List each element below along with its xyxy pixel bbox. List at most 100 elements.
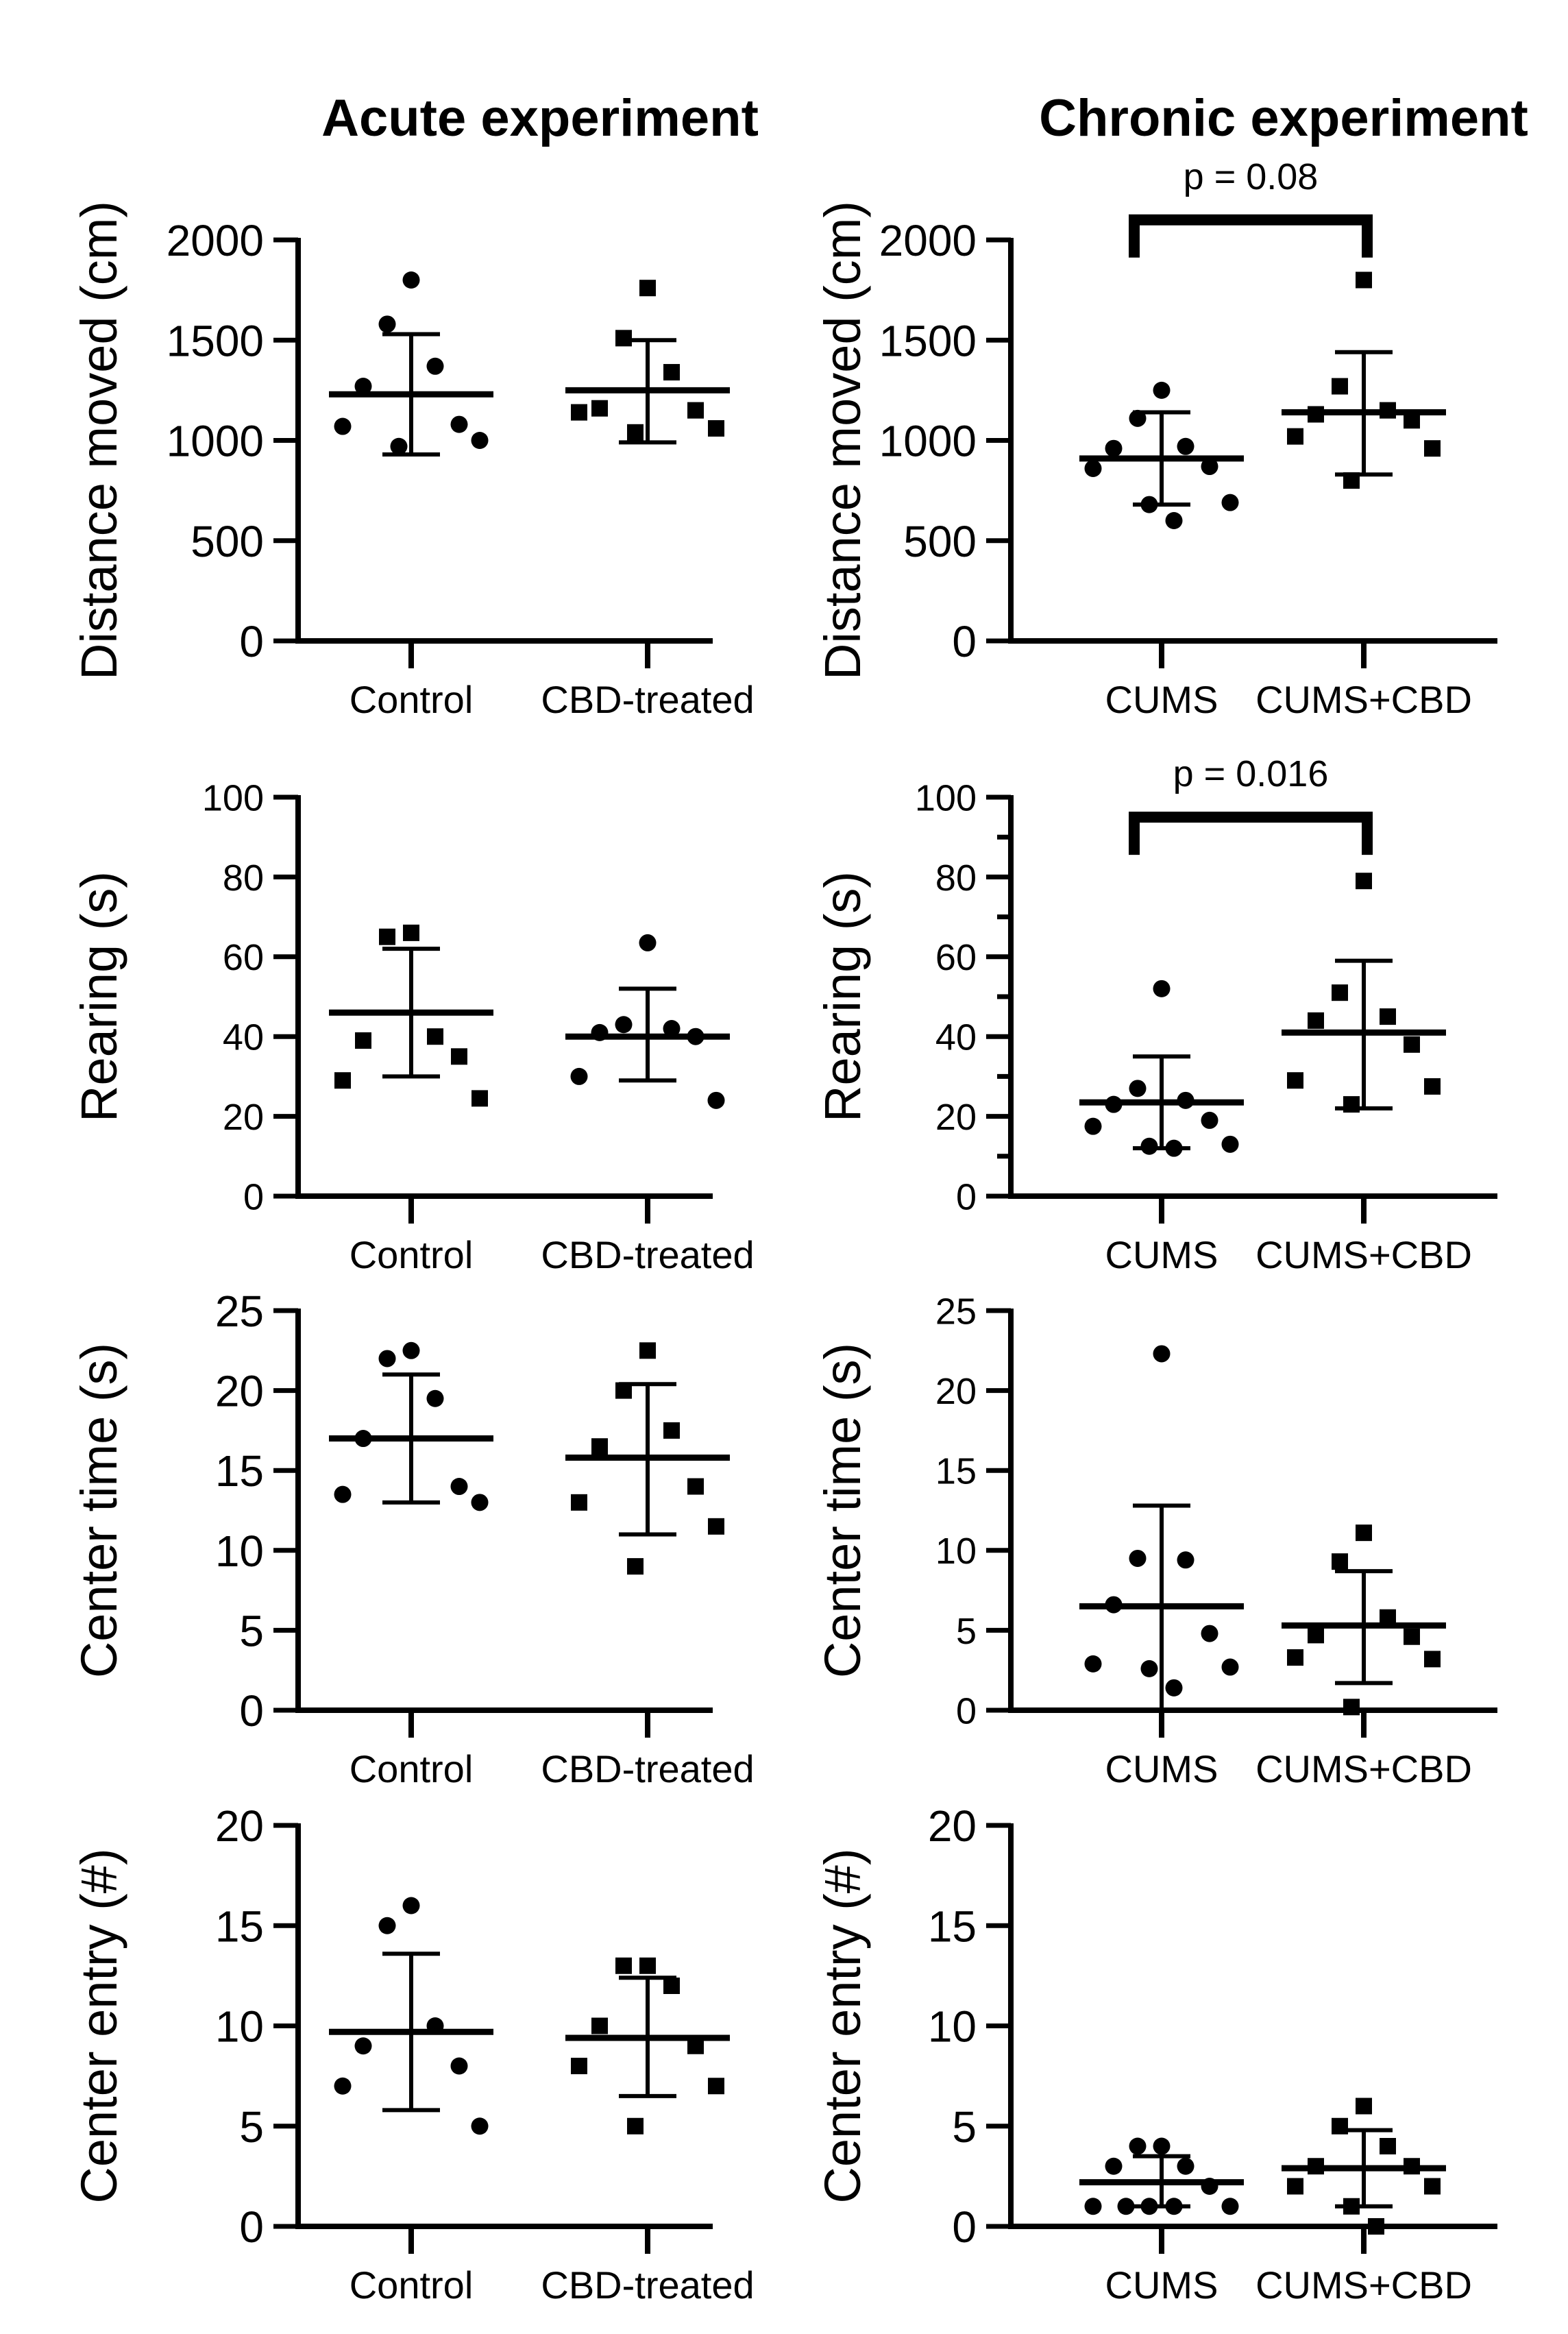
data-point <box>591 400 608 417</box>
y-tick-label: 5 <box>239 1606 264 1655</box>
data-point <box>1105 439 1123 457</box>
data-point <box>1332 1553 1348 1570</box>
x-category-label: Control <box>350 678 474 721</box>
significance-label: p = 0.08 <box>1184 156 1319 197</box>
data-point <box>571 2058 587 2074</box>
group-cums <box>1079 2137 1244 2215</box>
y-tick-label: 500 <box>191 517 264 566</box>
data-point <box>571 1494 587 1511</box>
y-tick-label: 40 <box>935 1017 977 1058</box>
data-point <box>707 1091 725 1109</box>
data-point <box>334 1485 352 1503</box>
y-tick-label: 20 <box>223 1097 264 1138</box>
y-tick-label: 0 <box>239 2202 264 2252</box>
data-point <box>1380 1008 1396 1025</box>
data-point <box>378 315 396 333</box>
panel-acute-rearing: 0 20 40 60 80 100 Rearing (s) Control CBD-treate… <box>71 777 755 1276</box>
data-point <box>1368 2218 1384 2235</box>
y-tick-label: 1000 <box>879 417 977 466</box>
y-tick-label: 25 <box>215 1287 264 1336</box>
data-point <box>471 432 489 449</box>
y-tick-label: 1500 <box>879 316 977 365</box>
x-category-label: CBD-treated <box>541 1233 754 1276</box>
y-tick-label: 100 <box>202 777 264 818</box>
y-tick-label: 20 <box>215 1367 264 1416</box>
data-point <box>355 1032 371 1049</box>
data-point <box>1287 2178 1303 2195</box>
y-tick-label: 0 <box>956 1690 977 1731</box>
y-tick-label: 20 <box>215 1801 264 1851</box>
data-point <box>471 1494 489 1511</box>
y-tick-label: 0 <box>952 617 977 666</box>
data-point <box>708 1518 724 1535</box>
data-point <box>354 378 372 396</box>
y-axis-label: Center entry (#) <box>71 1848 127 2203</box>
x-category-label: CUMS+CBD <box>1255 1233 1472 1276</box>
data-point <box>1129 1549 1147 1567</box>
y-tick-label: 0 <box>239 617 264 666</box>
x-category-label: Control <box>350 1233 474 1276</box>
data-point <box>615 1016 633 1034</box>
data-point <box>334 2077 352 2095</box>
data-point <box>1424 440 1441 457</box>
x-category-label: CUMS <box>1105 1747 1218 1790</box>
y-tick-label: 2000 <box>879 216 977 265</box>
data-point <box>1287 428 1303 445</box>
x-category-label: Control <box>350 1747 474 1790</box>
data-point <box>639 280 656 297</box>
y-tick-label: 25 <box>935 1291 977 1332</box>
y-axis-label: Center entry (#) <box>814 1848 871 2203</box>
data-point <box>1165 1679 1183 1697</box>
data-point <box>426 1389 444 1407</box>
data-point <box>615 1957 632 1974</box>
data-point <box>1084 459 1102 477</box>
y-tick-label: 20 <box>928 1801 977 1851</box>
data-point <box>663 1020 681 1038</box>
data-point <box>1221 1135 1239 1153</box>
data-point <box>1105 2157 1123 2175</box>
data-point <box>450 2057 468 2075</box>
data-point <box>1129 2137 1147 2155</box>
group-control <box>329 1341 493 1511</box>
data-point <box>1308 1627 1324 1644</box>
y-axis-label: Rearing (s) <box>71 871 127 1122</box>
data-point <box>402 1897 420 1914</box>
y-tick-label: 1500 <box>167 316 264 365</box>
data-point <box>627 1558 644 1575</box>
data-point <box>1177 2157 1195 2175</box>
y-tick-label: 15 <box>935 1451 977 1492</box>
y-tick-label: 0 <box>243 1176 264 1217</box>
data-point <box>378 1350 396 1367</box>
y-axis-label: Distance moved (cm) <box>814 201 871 680</box>
data-point <box>402 271 420 289</box>
data-point <box>627 424 644 441</box>
data-point <box>1153 381 1171 399</box>
data-point <box>1287 1072 1303 1089</box>
x-category-label: CUMS <box>1105 1233 1218 1276</box>
y-axis-label: Rearing (s) <box>814 871 871 1122</box>
y-tick-label: 15 <box>215 1446 264 1496</box>
data-point <box>663 1978 680 1994</box>
group-cbd-treated <box>565 1342 730 1575</box>
y-tick-label: 20 <box>935 1097 977 1138</box>
data-point <box>471 2117 489 2135</box>
panel-chronic-center-entry: 0 5 10 15 20 Center entry (#) CUMS CUMS+CBD <box>814 1801 1497 2307</box>
data-point <box>1356 271 1372 289</box>
significance-label: p = 0.016 <box>1173 753 1329 794</box>
data-point <box>1201 458 1218 476</box>
data-point <box>334 1072 351 1089</box>
y-tick-label: 60 <box>223 937 264 978</box>
data-point <box>708 420 724 437</box>
y-tick-label: 10 <box>928 2002 977 2052</box>
y-tick-label: 20 <box>935 1371 977 1412</box>
y-tick-label: 500 <box>903 517 977 566</box>
y-tick-label: 0 <box>239 1686 264 1736</box>
data-point <box>1084 1655 1102 1673</box>
data-point <box>378 1917 396 1934</box>
y-tick-label: 80 <box>223 858 264 899</box>
group-control <box>329 1897 493 2135</box>
y-tick-label: 5 <box>239 2102 264 2152</box>
y-tick-label: 5 <box>952 2102 977 2152</box>
